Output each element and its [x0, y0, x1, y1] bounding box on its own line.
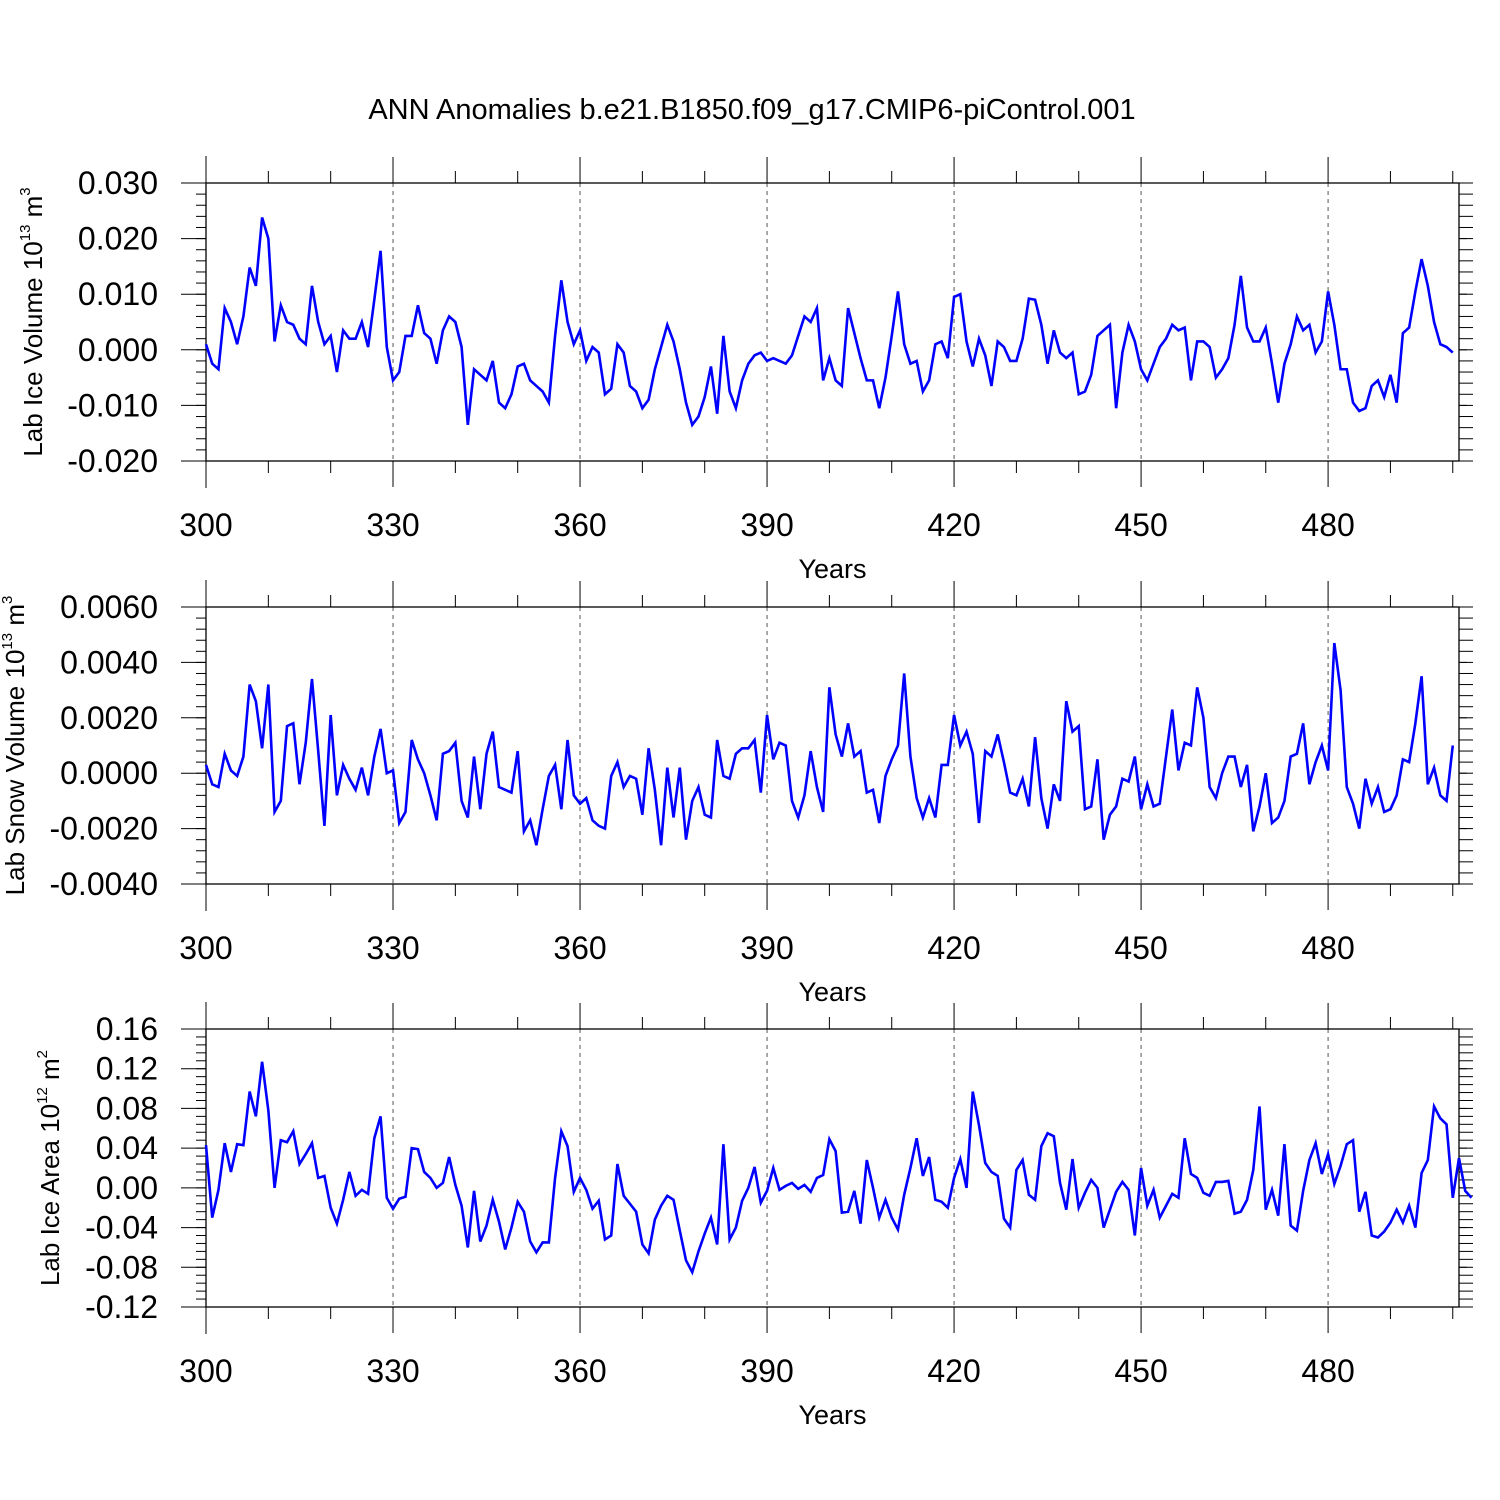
y-tick-label: -0.0020: [49, 811, 158, 847]
y-tick-label: -0.12: [85, 1289, 158, 1325]
y-tick-label: 0.04: [96, 1130, 158, 1166]
y-tick-label: 0.020: [78, 221, 158, 257]
x-tick-label: 390: [740, 507, 793, 543]
y-tick-label: 0.0040: [60, 644, 158, 680]
x-axis-label: Years: [798, 1400, 866, 1430]
y-tick-label: 0.0060: [60, 589, 158, 625]
y-axis-label: Lab Ice Volume 1013 m3: [17, 187, 48, 456]
y-tick-label: 0.08: [96, 1090, 158, 1126]
x-tick-label: 360: [553, 930, 606, 966]
y-tick-label: 0.000: [78, 332, 158, 368]
x-axis-label: Years: [798, 554, 866, 584]
x-tick-label: 330: [366, 507, 419, 543]
x-tick-label: 450: [1114, 930, 1167, 966]
y-tick-label: 0.0000: [60, 755, 158, 791]
panel-2: -0.0040 -0.0020 0.0000 0.0020 0.0040 0.0060 30…: [0, 580, 1473, 1007]
panel-3: -0.12 -0.08-0.04 0.00 0.04 0.080.12 0.16 300 33…: [34, 1002, 1473, 1430]
y-axis-label: Lab Snow Volume 1013 m3: [0, 596, 30, 896]
x-tick-label: 420: [927, 1353, 980, 1389]
y-tick-label: 0.12: [96, 1051, 158, 1087]
x-tick-label: 480: [1301, 930, 1354, 966]
y-tick-label: -0.020: [67, 443, 158, 479]
x-tick-label: 420: [927, 930, 980, 966]
y-tick-label: 0.010: [78, 276, 158, 312]
x-tick-label: 450: [1114, 1353, 1167, 1389]
x-tick-label: 330: [366, 1353, 419, 1389]
y-tick-label: -0.04: [85, 1210, 158, 1246]
panel-1: -0.020 -0.010 0.000 0.010 0.020 0.030 300 330 36…: [17, 156, 1473, 584]
x-tick-label: 480: [1301, 507, 1354, 543]
y-tick-label: -0.0040: [49, 866, 158, 902]
x-tick-label: 450: [1114, 507, 1167, 543]
y-tick-label: -0.010: [67, 387, 158, 423]
x-tick-label: 390: [740, 1353, 793, 1389]
chart-title: ANN Anomalies b.e21.B1850.f09_g17.CMIP6-…: [368, 94, 1135, 126]
x-tick-label: 390: [740, 930, 793, 966]
series-line-3: [204, 1061, 1473, 1276]
x-tick-label: 330: [366, 930, 419, 966]
x-tick-label: 480: [1301, 1353, 1354, 1389]
x-tick-label: 300: [179, 1353, 232, 1389]
x-tick-label: 360: [553, 507, 606, 543]
x-tick-label: 300: [179, 930, 232, 966]
y-tick-label: 0.16: [96, 1011, 158, 1047]
series-line-1: [204, 217, 1454, 428]
x-tick-label: 420: [927, 507, 980, 543]
y-tick-label: 0.00: [96, 1170, 158, 1206]
series-line-2: [204, 642, 1455, 846]
y-tick-label: 0.0020: [60, 700, 158, 736]
y-tick-label: 0.030: [78, 165, 158, 201]
y-tick-label: -0.08: [85, 1249, 158, 1285]
x-tick-label: 300: [179, 507, 232, 543]
x-tick-label: 360: [553, 1353, 606, 1389]
x-axis-label: Years: [798, 977, 866, 1007]
y-axis-label: Lab Ice Area 1012 m2: [34, 1050, 65, 1286]
